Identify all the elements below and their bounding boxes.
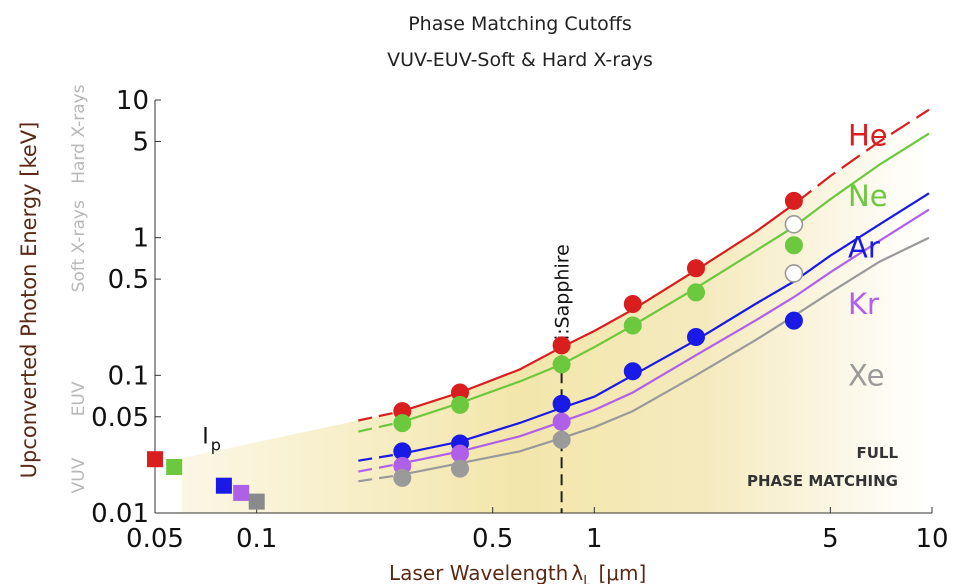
data-point-ar [552, 394, 571, 413]
x-axis-label-unit: [μm] [598, 561, 646, 584]
x-tick-label: 5 [822, 524, 839, 554]
data-point-ar [623, 362, 642, 381]
y-tick-label: 0.01 [91, 499, 149, 529]
region-label-hard-x-rays: Hard X-rays [69, 84, 89, 183]
curve-kr [402, 296, 795, 465]
data-points [393, 191, 804, 487]
ip-marker-ar [215, 477, 232, 494]
data-point-ne-open [784, 215, 804, 234]
gas-label-xe: Xe [848, 358, 884, 392]
curve-xe [402, 314, 795, 476]
data-point-ne [393, 414, 412, 433]
curve-kr-dashed-start [358, 462, 403, 473]
curve-ne-extension [793, 132, 930, 228]
region-labels: Hard X-rays Soft X-rays EUV VUV [69, 84, 89, 493]
curve-ar-extension [793, 192, 930, 283]
chart-title: Phase Matching Cutoffs [408, 13, 632, 35]
ip-marker-ne [166, 459, 183, 475]
data-point-he [687, 259, 705, 278]
ti-sapphire-label: Ti:Sapphire [552, 244, 574, 352]
curve-he [401, 203, 795, 413]
ip-marker-xe [248, 493, 265, 510]
ip-label-main: I [202, 425, 209, 450]
x-axis-label-symbol: λ [571, 561, 583, 584]
chart-subtitle: VUV-EUV-Soft & Hard X-rays [387, 49, 653, 71]
x-axis-label-subscript: L [583, 574, 591, 584]
curve-ne [401, 225, 795, 423]
gas-label-ar: Ar [848, 230, 880, 264]
data-point-ne [451, 395, 469, 414]
y-tick-label: 0.5 [108, 265, 149, 295]
curve-xe-dashed-start [358, 473, 403, 483]
x-tick-label: 10 [915, 524, 948, 554]
axis-frame [154, 99, 933, 514]
ip-label-subscript: p [211, 436, 221, 455]
data-point-ne [784, 236, 803, 255]
x-tick-label: 0.1 [236, 524, 277, 554]
gas-labels: He Ne Ar Kr Xe [848, 119, 888, 393]
data-point-xe [451, 459, 469, 478]
x-tick-label: 0.5 [472, 524, 513, 554]
gas-label-kr: Kr [848, 287, 879, 321]
x-tick-label: 1 [586, 524, 603, 554]
gas-label-ne: Ne [848, 179, 888, 213]
region-label-soft-x-rays: Soft X-rays [69, 200, 89, 292]
curve-ar-dashed-start [358, 452, 403, 462]
x-tick-label: 0.05 [126, 524, 184, 554]
data-point-ne [552, 355, 571, 374]
x-axis-label-text: Laser Wavelength [389, 561, 568, 584]
data-point-he [623, 295, 642, 313]
data-point-kr [451, 444, 469, 463]
curve-kr-extension [793, 208, 930, 299]
curve-xe-extension [793, 236, 930, 317]
full-phase-matching-line1: FULL [856, 444, 898, 462]
phase-matching-region [181, 100, 929, 513]
data-point-ar-open [784, 264, 804, 283]
data-point-kr [552, 412, 571, 431]
region-label-vuv: VUV [69, 457, 89, 493]
data-point-he [552, 336, 571, 355]
data-point-xe [393, 468, 412, 487]
y-tick-label: 0.05 [91, 403, 149, 433]
data-point-ar [687, 328, 705, 346]
ip-marker-kr [233, 484, 250, 501]
ip-marker-he [147, 451, 163, 468]
y-tick-label: 1 [132, 224, 149, 254]
data-point-ar [784, 311, 803, 330]
data-point-ne [623, 316, 642, 335]
region-label-euv: EUV [69, 381, 89, 416]
cutoff-curves [358, 108, 930, 483]
y-tick-label: 5 [132, 127, 149, 157]
data-point-he [784, 191, 803, 210]
curve-he-dashed-start [358, 410, 403, 422]
y-tick-label: 10 [116, 86, 149, 116]
y-tick-label: 0.1 [108, 361, 149, 391]
data-point-xe [552, 430, 571, 449]
curve-ar [402, 280, 795, 455]
x-axis-label: Laser Wavelength λL [μm] [389, 561, 646, 584]
gas-label-he: He [848, 119, 888, 153]
curve-ne-dashed-start [358, 420, 403, 433]
y-axis-label: Upconverted Photon Energy [keV] [17, 122, 41, 479]
data-point-ne [687, 283, 705, 302]
curve-he-extension [793, 108, 930, 206]
full-phase-matching-line2: PHASE MATCHING [747, 472, 898, 490]
